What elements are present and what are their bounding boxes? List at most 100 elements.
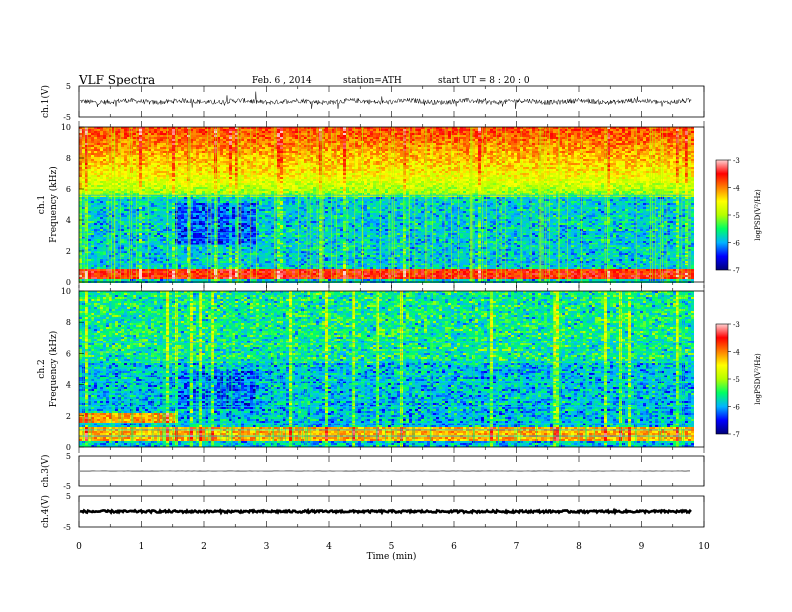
s1-cell: [199, 261, 202, 263]
s1-cell: [163, 241, 166, 243]
s1-cell: [178, 247, 181, 249]
s1-cell: [226, 165, 229, 167]
s1-cell: [244, 273, 247, 275]
s1-cell: [124, 177, 127, 179]
s1-cell: [268, 137, 271, 139]
s1-cell: [100, 277, 103, 279]
s1-cell: [232, 189, 235, 191]
s1-cell: [169, 191, 172, 193]
s1-cell: [202, 131, 205, 133]
s1-cell: [163, 261, 166, 263]
s1-cell: [181, 191, 184, 193]
s1-cell: [202, 201, 205, 203]
s1-cell: [94, 161, 97, 163]
s1-cell: [241, 259, 244, 261]
s1-cell: [262, 167, 265, 169]
s1-cell: [145, 201, 148, 203]
s1-cell: [106, 233, 109, 235]
s1-cell: [115, 131, 118, 133]
s1-cell: [121, 247, 124, 249]
s1-cell: [103, 163, 106, 165]
s1-cell: [184, 277, 187, 279]
s1-cell: [181, 139, 184, 141]
s1-cell: [133, 255, 136, 257]
s1-cell: [244, 133, 247, 135]
s1-cell: [226, 135, 229, 137]
s1-cell: [178, 183, 181, 185]
s1-cell: [208, 235, 211, 237]
s1-cell: [178, 159, 181, 161]
s1-cell: [253, 147, 256, 149]
s1-cell: [100, 259, 103, 261]
s1-cell: [193, 157, 196, 159]
s1-cell: [115, 155, 118, 157]
s1-cell: [88, 203, 91, 205]
s1-cell: [91, 277, 94, 279]
s1-cell: [184, 191, 187, 193]
s1-cell: [88, 169, 91, 171]
s1-cell: [232, 269, 235, 271]
s1-cell: [145, 163, 148, 165]
s1-cell: [196, 279, 199, 281]
s1-cell: [208, 137, 211, 139]
s1-cell: [265, 141, 268, 143]
s1-cell: [82, 143, 85, 145]
s1-cell: [91, 261, 94, 263]
s1-cell: [169, 241, 172, 243]
s1-cell: [115, 159, 118, 161]
s1-cell: [193, 239, 196, 241]
s1-cell: [220, 167, 223, 169]
s1-cell: [259, 169, 262, 171]
s1-cell: [241, 161, 244, 163]
s1-cell: [265, 137, 268, 139]
s1-cell: [151, 191, 154, 193]
s1-cell: [157, 137, 160, 139]
s1-cell: [229, 261, 232, 263]
s1-cell: [265, 261, 268, 263]
s1-cell: [163, 163, 166, 165]
s1-cell: [100, 141, 103, 143]
s1-cell: [265, 221, 268, 223]
s1-cell: [106, 273, 109, 275]
s1-cell: [100, 177, 103, 179]
s1-cell: [115, 135, 118, 137]
s1-cell: [172, 169, 175, 171]
s1-cell: [121, 183, 124, 185]
s1-cell: [139, 197, 142, 199]
s1-cell: [160, 247, 163, 249]
s1-cell: [154, 279, 157, 281]
s1-cell: [157, 175, 160, 177]
s1-cell: [178, 133, 181, 135]
s1-cell: [154, 179, 157, 181]
s1-cell: [181, 193, 184, 195]
s1-cell: [220, 187, 223, 189]
s1-cell: [151, 277, 154, 279]
s1-cell: [178, 149, 181, 151]
s1-cell: [223, 151, 226, 153]
s1-cell: [229, 275, 232, 277]
s1-cell: [160, 221, 163, 223]
s1-cell: [259, 183, 262, 185]
s1-cell: [178, 193, 181, 195]
s1-cell: [178, 191, 181, 193]
s1-cell: [259, 221, 262, 223]
s1-cell: [115, 227, 118, 229]
s1-cell: [202, 181, 205, 183]
s1-cell: [196, 261, 199, 263]
s1-cell: [151, 159, 154, 161]
s1-cell: [181, 141, 184, 143]
s1-cell: [121, 227, 124, 229]
s1-cell: [160, 151, 163, 153]
s1-cell: [241, 147, 244, 149]
s1-cell: [145, 183, 148, 185]
s1-cell: [97, 193, 100, 195]
s1-cell: [211, 149, 214, 151]
s1-cell: [178, 265, 181, 267]
s1-cell: [196, 179, 199, 181]
s1-cell: [202, 161, 205, 163]
s1-cell: [100, 143, 103, 145]
s1-cell: [82, 247, 85, 249]
s1-cell: [181, 275, 184, 277]
s1-cell: [172, 273, 175, 275]
s1-cell: [88, 167, 91, 169]
